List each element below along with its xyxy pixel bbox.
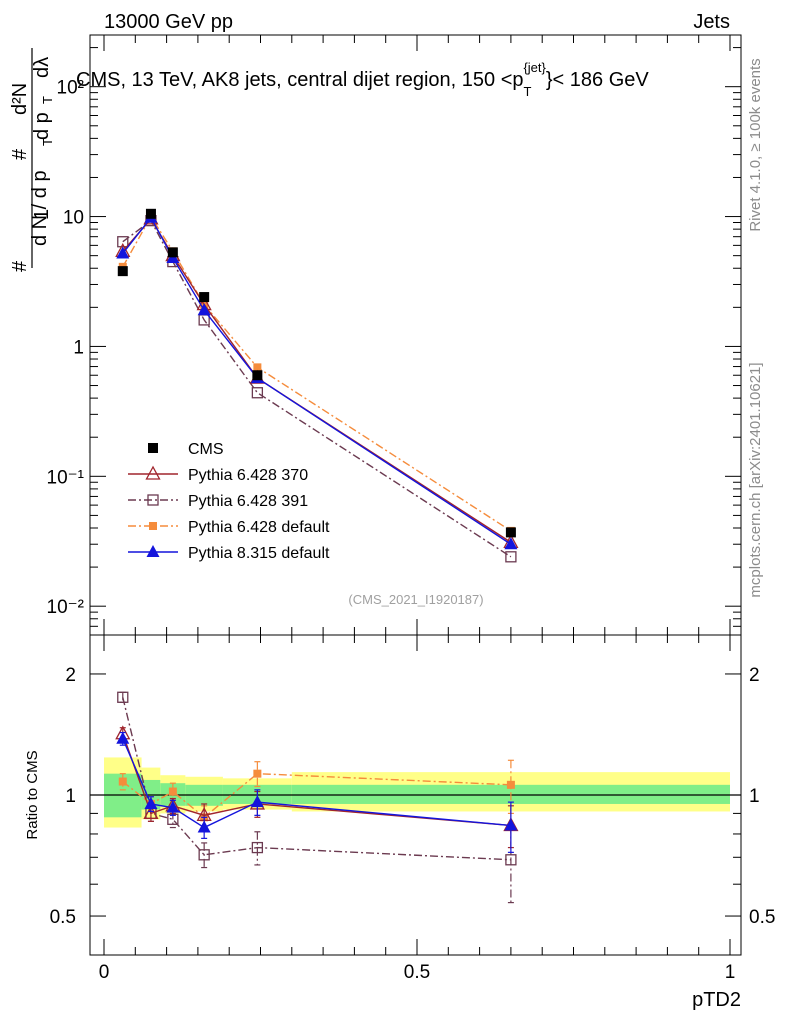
- ratio-point: [505, 854, 517, 866]
- ratio-panel-series: [115, 691, 519, 904]
- main-title: CMS, 13 TeV, AK8 jets, central dijet reg…: [76, 60, 649, 99]
- data-point: [117, 266, 128, 277]
- legend-label: Pythia 6.428 default: [188, 519, 330, 536]
- legend-label: Pythia 8.315 default: [188, 545, 330, 562]
- legend-label: CMS: [188, 441, 224, 458]
- legend-marker: [149, 522, 157, 530]
- ratio-xtick-label: 0.5: [404, 962, 430, 983]
- analysis-watermark: (CMS_2021_I1920187): [348, 592, 483, 607]
- ratio-point: [166, 800, 180, 813]
- ratio-point: [251, 841, 264, 854]
- ratio-xtick-labels: 0 0.5 1: [99, 962, 736, 983]
- title-sup: {jet}: [523, 60, 546, 75]
- series-line: [122, 216, 512, 545]
- main-ytick-labels: 10⁻² 10⁻¹ 1 10 10²: [47, 78, 85, 619]
- title-sub: T: [524, 84, 532, 99]
- data-point: [197, 303, 211, 316]
- ratio-ytick-label: 2: [65, 665, 76, 686]
- series-line: [122, 215, 512, 532]
- main-ylabel: 1 # d N / d p T # d²N d p T dλ: [9, 48, 55, 272]
- ratio-point: [168, 787, 177, 796]
- legend-marker: [147, 494, 159, 506]
- rivet-version-label: Rivet 4.1.0, ≥ 100k events: [747, 58, 764, 231]
- ylabel-hash-left: #: [9, 260, 31, 272]
- ratio-ytick-label: 0.5: [50, 907, 76, 928]
- ylabel-one: 1: [31, 209, 53, 220]
- ratio-ytick-labels: 0.5 0.5 1 1 2 2: [50, 665, 776, 928]
- ratio-ytick-label-right: 0.5: [749, 907, 775, 928]
- legend-marker: [146, 545, 160, 557]
- legend-label: Pythia 6.428 391: [188, 493, 308, 510]
- category-label: Jets: [693, 11, 730, 33]
- ratio-ytick-label-right: 1: [749, 786, 760, 807]
- ylabel-hash-right: #: [9, 148, 31, 160]
- ratio-ylabel: Ratio to CMS: [24, 750, 41, 839]
- data-point: [252, 370, 263, 381]
- ratio-panel-frame: [89, 634, 742, 956]
- ratio-point: [144, 796, 158, 809]
- title-main: CMS, 13 TeV, AK8 jets, central dijet reg…: [76, 69, 524, 91]
- ratio-line: [122, 733, 511, 827]
- ylabel-dpt: d p: [31, 112, 53, 140]
- data-point: [505, 551, 517, 563]
- x-axis-label: pTD2: [692, 989, 741, 1011]
- ratio-series-pythia-8-315-default: [116, 731, 518, 853]
- data-point: [504, 537, 518, 550]
- main-ytick-label: 1: [73, 337, 84, 358]
- ylabel-t-sub: T: [40, 138, 55, 146]
- data-point: [505, 527, 516, 538]
- ratio-point: [250, 795, 264, 808]
- legend-marker: [145, 465, 161, 480]
- ratio-point: [143, 805, 159, 820]
- main-panel-ticks: [90, 35, 741, 636]
- data-point: [199, 292, 210, 303]
- ratio-point: [118, 777, 127, 786]
- legend: CMS Pythia 6.428 370 Pythia 6.428 391 Pythi…: [128, 441, 330, 562]
- ylabel-t-sub-2: T: [40, 96, 55, 104]
- ratio-point: [197, 820, 211, 833]
- data-point: [145, 208, 156, 219]
- data-point: [167, 247, 178, 258]
- energy-label: 13000 GeV pp: [104, 11, 233, 33]
- data-point: [116, 246, 130, 259]
- main-panel-series: [115, 208, 519, 563]
- legend-label: Pythia 6.428 370: [188, 467, 308, 484]
- ratio-point: [117, 691, 129, 703]
- ratio-ytick-label: 1: [65, 786, 76, 807]
- main-series-pythia-6-428-391: [117, 215, 517, 563]
- ylabel-dlambda: dλ: [31, 57, 53, 78]
- data-point: [251, 387, 264, 399]
- main-series-pythia-8-315-default: [116, 210, 518, 550]
- legend-marker: [148, 443, 158, 453]
- ratio-line: [122, 772, 511, 819]
- ratio-point: [198, 849, 210, 861]
- series-line: [122, 219, 512, 558]
- main-ytick-label: 10: [63, 208, 84, 229]
- data-point: [253, 363, 262, 372]
- main-ytick-label: 10⁻²: [47, 597, 85, 618]
- ratio-point: [116, 731, 130, 744]
- ratio-panel-ticks: [90, 635, 741, 956]
- ylabel-dn-dpt: d N / d p: [29, 170, 51, 246]
- ratio-point: [506, 780, 515, 789]
- source-label: mcplots.cern.ch [arXiv:2401.10621]: [747, 362, 764, 597]
- ylabel-d2n: d²N: [9, 83, 31, 115]
- ratio-point: [504, 818, 518, 831]
- ratio-ytick-label-right: 2: [749, 665, 760, 686]
- main-ytick-label: 10⁻¹: [47, 467, 85, 488]
- ratio-xtick-label: 1: [725, 962, 736, 983]
- main-series-cms: [117, 208, 516, 538]
- title-tail: }< 186 GeV: [546, 69, 650, 91]
- ratio-xtick-label: 0: [99, 962, 110, 983]
- ratio-point: [253, 769, 262, 778]
- main-ytick-label: 10²: [57, 78, 84, 99]
- ratio-line: [122, 738, 511, 829]
